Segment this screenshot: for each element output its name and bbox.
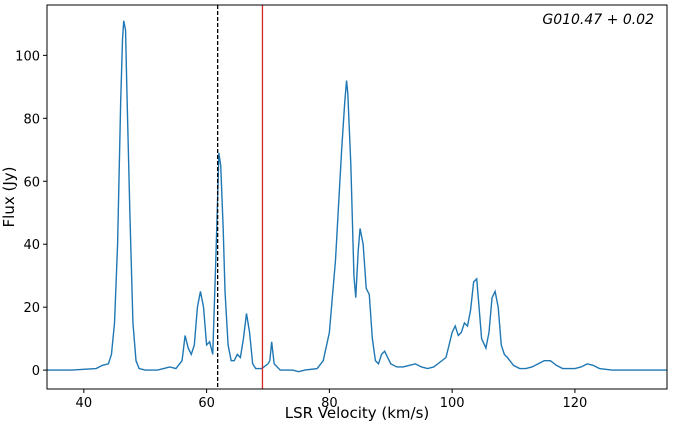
y-tick-label: 40 [23,238,40,253]
y-tick-label: 60 [23,175,40,190]
y-axis-label: Flux (Jy) [0,167,18,228]
x-tick-label: 40 [76,396,93,411]
y-tick-label: 20 [23,301,40,316]
x-tick-label: 100 [440,396,465,411]
x-axis-label: LSR Velocity (km/s) [285,404,430,422]
x-tick-label: 80 [321,396,338,411]
x-tick-label: 60 [198,396,215,411]
plot-frame [46,4,668,390]
y-tick-label: 0 [32,364,40,379]
x-tick-label: 120 [563,396,588,411]
annotation: G010.47 + 0.02 [542,12,654,28]
y-tick-label: 100 [15,49,40,64]
y-tick-label: 80 [23,112,40,127]
spectrum-line [47,20,667,373]
